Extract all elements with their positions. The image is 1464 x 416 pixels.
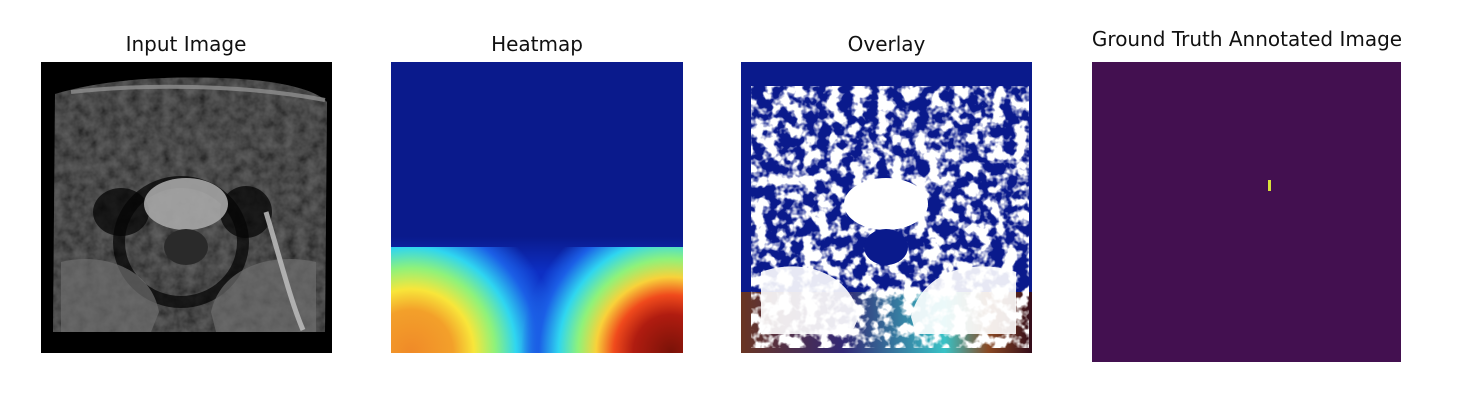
annotation-marker [1268, 180, 1271, 191]
ground-truth-title: Ground Truth Annotated Image [1091, 27, 1403, 51]
heatmap-image [391, 62, 683, 353]
overlay-panel [741, 62, 1032, 353]
mri-scan-image [41, 62, 332, 353]
ground-truth-panel [1092, 62, 1401, 362]
heatmap-panel [391, 62, 683, 353]
overlay-image [741, 62, 1032, 353]
input-image-title: Input Image [125, 32, 247, 56]
overlay-title: Overlay [847, 32, 926, 56]
heatmap-title: Heatmap [491, 32, 583, 56]
ground-truth-mask-image [1092, 62, 1401, 362]
input-image-panel [41, 62, 332, 353]
